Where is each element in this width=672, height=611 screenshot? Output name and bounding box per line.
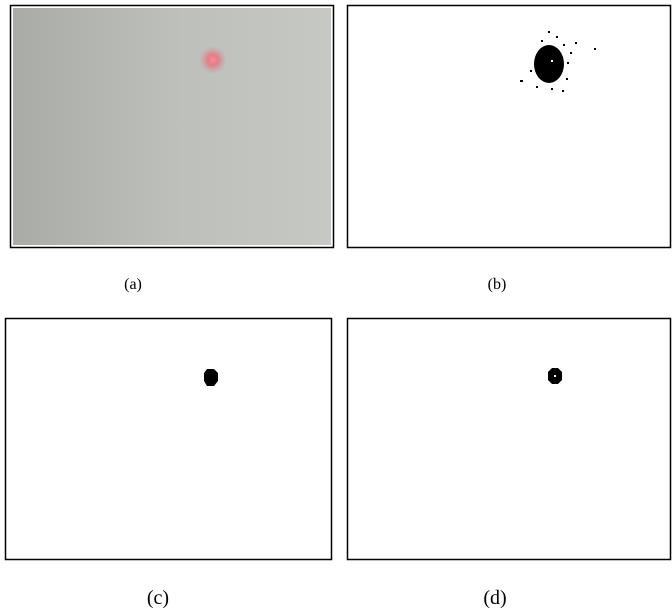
filtered-blob [204,369,218,386]
panel-label: (d) [483,587,506,609]
laser-spot [199,46,227,74]
panel-label: (a) [124,276,142,293]
panel-label: (c) [147,587,169,609]
blob-hole [551,60,553,62]
panel-frame [348,6,671,248]
figure: (a) (b) (c) (d) [0,0,672,611]
panel-frame [348,319,671,560]
blob-center [554,375,556,377]
panel-frame [6,319,332,560]
camera-image [13,8,331,245]
panel-label: (b) [488,276,507,293]
panel-c [6,319,332,560]
panel-a [11,6,334,248]
panel-b [348,6,671,248]
panel-d [348,319,671,560]
binary-blob [534,45,564,83]
